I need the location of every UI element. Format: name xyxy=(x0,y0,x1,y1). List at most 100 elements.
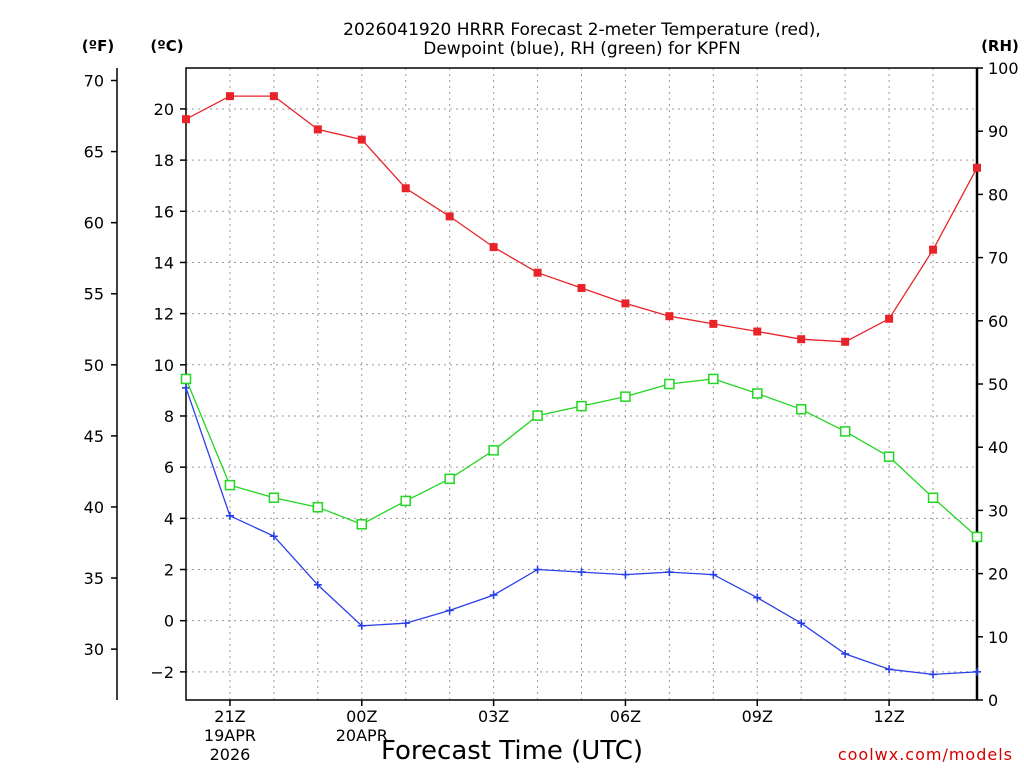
plot-frame xyxy=(185,67,978,701)
2-meter-temperature-data-point xyxy=(929,245,938,254)
dewpoint-data-point xyxy=(973,667,981,676)
rh-data-point xyxy=(532,410,543,421)
fahrenheit-tick-label: 40 xyxy=(84,498,104,517)
2-meter-temperature-data-point xyxy=(621,299,630,308)
celsius-tick-label: 2 xyxy=(164,561,174,580)
x-tick-label: 06Z xyxy=(610,707,641,726)
rh-tick-label: 50 xyxy=(988,375,1008,394)
x-tick-label: 21Z xyxy=(214,707,245,726)
fahrenheit-tick-label: 45 xyxy=(84,427,104,446)
2-meter-temperature-data-point xyxy=(841,337,850,346)
dewpoint-data-point xyxy=(225,511,234,520)
fahrenheit-unit-label: (ºF) xyxy=(82,37,114,55)
dewpoint-data-point xyxy=(269,532,278,541)
dewpoint-data-point xyxy=(709,570,718,579)
chart-title-line-1: 2026041920 HRRR Forecast 2-meter Tempera… xyxy=(343,20,821,40)
rh-data-point xyxy=(971,531,983,543)
x-tick-label: 09Z xyxy=(742,707,773,726)
dewpoint-data-point xyxy=(313,580,322,589)
dewpoint-data-point xyxy=(621,570,630,579)
dewpoint-data-point xyxy=(841,649,850,658)
2-meter-temperature-data-point xyxy=(709,319,718,328)
rh-data-point xyxy=(180,373,192,385)
2-meter-temperature-data-point xyxy=(401,184,410,193)
dewpoint-data-point xyxy=(401,619,410,628)
celsius-tick-label: 16 xyxy=(154,202,174,221)
rh-data-point xyxy=(312,501,324,513)
data-series xyxy=(180,92,983,679)
credit-label: coolwx.com/models xyxy=(838,745,1013,764)
dewpoint-data-point xyxy=(885,665,894,674)
rh-data-point xyxy=(620,391,631,402)
rh-tick-label: 40 xyxy=(988,438,1008,457)
rh-tick-label: 10 xyxy=(988,628,1008,647)
dewpoint-data-point xyxy=(533,565,542,574)
celsius-tick-label: 18 xyxy=(154,151,174,170)
celsius-tick-label: 0 xyxy=(164,612,174,631)
rh-tick-label: 80 xyxy=(988,185,1008,204)
rh-data-point xyxy=(795,404,807,415)
celsius-tick-label: 14 xyxy=(154,253,174,272)
2-meter-temperature-data-point xyxy=(577,284,586,293)
rh-data-point xyxy=(883,451,895,462)
celsius-tick-label: 8 xyxy=(164,407,174,426)
rh-data-point xyxy=(752,388,763,399)
2-meter-temperature-data-point xyxy=(885,314,894,323)
2-meter-temperature-data-point xyxy=(357,135,366,144)
fahrenheit-tick-label: 50 xyxy=(84,356,104,375)
2-meter-temperature-data-point xyxy=(182,115,190,124)
rh-data-point xyxy=(927,492,939,504)
axis-ticks: −2 0 2 4 6 8 10 12 14 16 18 20 30 35 40 45 50 55 60 65 70 0 10… xyxy=(84,59,1019,764)
x-tick-label: 20APR xyxy=(336,726,388,745)
dewpoint-data-point xyxy=(357,621,366,630)
celsius-tick-label: 6 xyxy=(164,458,174,477)
rh-data-point xyxy=(444,473,455,485)
dewpoint-data-point xyxy=(445,606,454,615)
fahrenheit-tick-label: 70 xyxy=(84,72,104,91)
dewpoint-data-point xyxy=(182,383,190,392)
celsius-tick-label: 12 xyxy=(154,305,174,324)
rh-data-point xyxy=(400,495,411,507)
2-meter-temperature-data-point xyxy=(313,125,322,134)
celsius-tick-label: −2 xyxy=(150,663,174,682)
dewpoint-data-point xyxy=(665,568,674,577)
dewpoint-data-point xyxy=(577,568,586,577)
rh-data-point xyxy=(708,373,719,385)
rh-tick-label: 30 xyxy=(988,501,1008,520)
2-meter-temperature-data-point xyxy=(225,92,234,101)
2-meter-temperature-data-point xyxy=(269,92,278,101)
x-tick-label: 00Z xyxy=(346,707,377,726)
2-meter-temperature-data-point xyxy=(445,212,454,221)
celsius-tick-label: 4 xyxy=(164,509,174,528)
fahrenheit-tick-label: 60 xyxy=(84,214,104,233)
rh-data-point xyxy=(268,492,280,504)
fahrenheit-tick-label: 30 xyxy=(84,640,104,659)
rh-tick-label: 90 xyxy=(988,122,1008,141)
2-meter-temperature-data-point xyxy=(753,327,762,336)
x-tick-label: 19APR xyxy=(204,726,256,745)
2-meter-temperature-data-point xyxy=(533,268,542,277)
rh-tick-label: 70 xyxy=(988,249,1008,268)
dewpoint-data-point xyxy=(929,670,938,679)
x-tick-label: 12Z xyxy=(873,707,904,726)
grid-lines xyxy=(186,68,977,700)
rh-tick-label: 20 xyxy=(988,565,1008,584)
fahrenheit-tick-label: 55 xyxy=(84,285,104,304)
dewpoint-data-point xyxy=(753,593,762,602)
rh-tick-label: 100 xyxy=(988,59,1019,78)
rh-data-point xyxy=(488,445,499,456)
celsius-tick-label: 20 xyxy=(154,100,174,119)
rh-data-point xyxy=(576,400,587,412)
2-meter-temperature-data-point xyxy=(665,312,674,321)
rh-tick-label: 60 xyxy=(988,312,1008,331)
dewpoint-data-point xyxy=(489,591,498,600)
2-meter-temperature-data-point xyxy=(973,163,981,172)
rh-data-point xyxy=(839,426,851,437)
dewpoint-data-point xyxy=(797,619,806,628)
celsius-unit-label: (ºC) xyxy=(150,37,183,55)
chart-title-line-2: Dewpoint (blue), RH (green) for KPFN xyxy=(423,39,740,59)
x-tick-label: 03Z xyxy=(478,707,509,726)
2-meter-temperature-data-point xyxy=(797,335,806,344)
fahrenheit-tick-label: 35 xyxy=(84,569,104,588)
